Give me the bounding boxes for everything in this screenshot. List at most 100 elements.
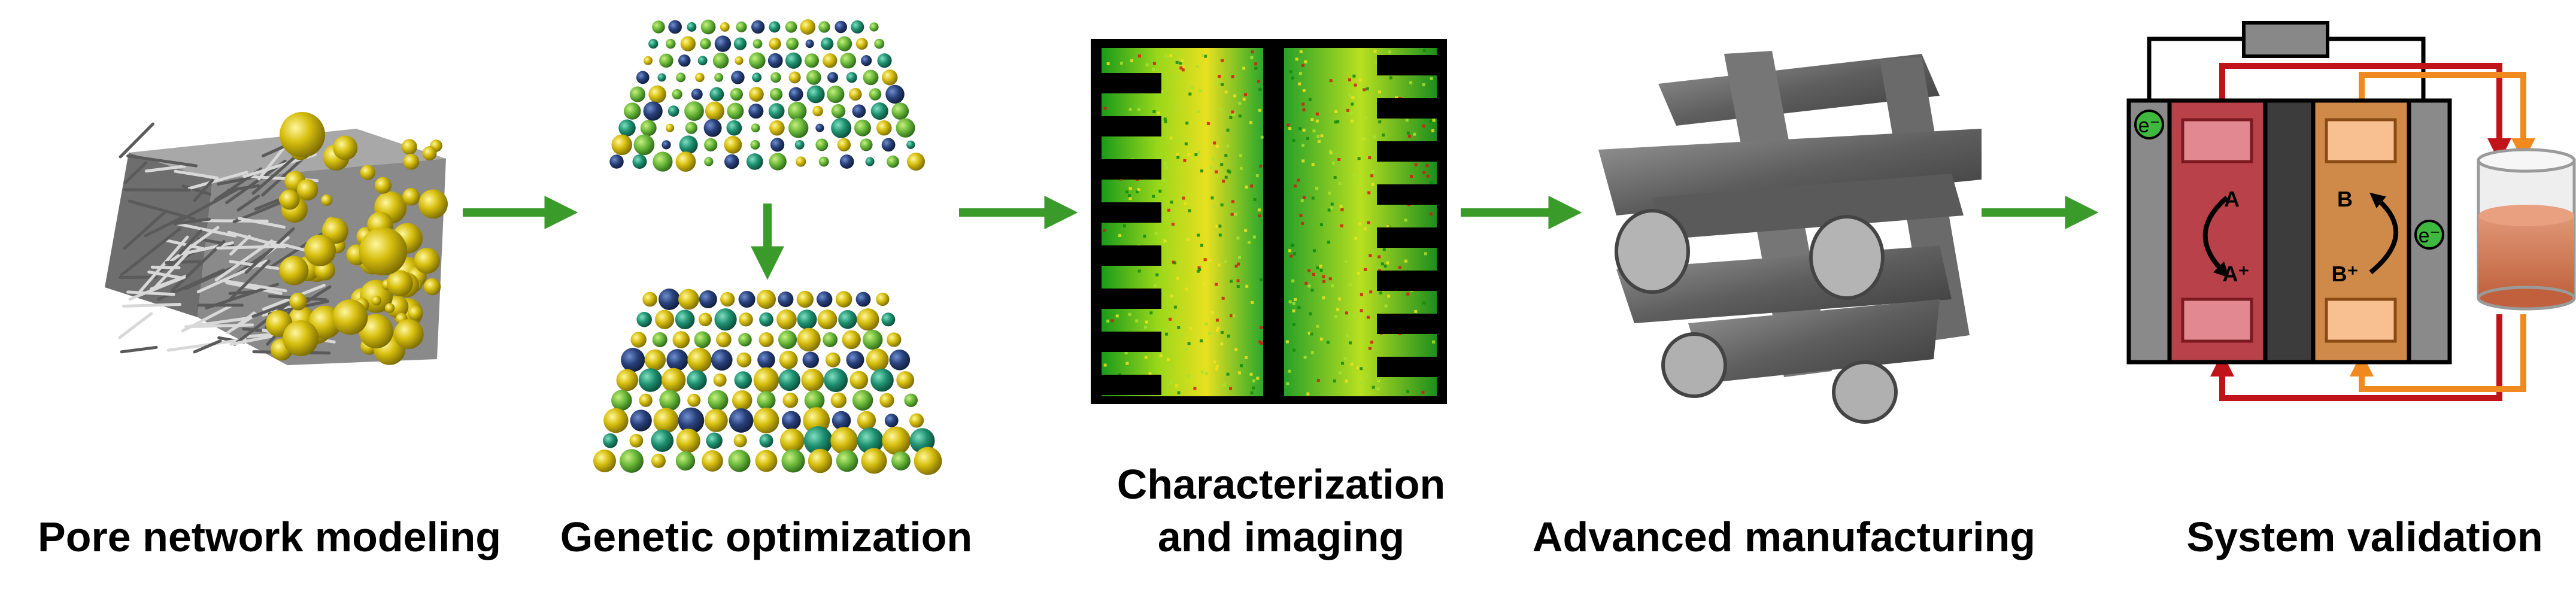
- lattice-sphere: [724, 154, 739, 169]
- heat-speck: [1410, 175, 1413, 178]
- lattice-sphere: [644, 101, 663, 120]
- heat-speck: [1120, 62, 1123, 65]
- heat-speck: [1179, 66, 1182, 69]
- heat-speck: [1204, 55, 1207, 58]
- heat-speck: [1169, 54, 1172, 57]
- heat-speck: [1200, 169, 1203, 172]
- lattice-sphere: [603, 408, 628, 433]
- heat-speck: [1176, 156, 1179, 159]
- heat-speck: [1369, 290, 1372, 293]
- heat-speck: [1307, 284, 1310, 287]
- heat-speck: [1334, 315, 1337, 318]
- heat-speck: [1291, 244, 1294, 247]
- heat-speck: [1188, 210, 1191, 212]
- heat-speck: [1341, 362, 1344, 365]
- heat-speck: [1407, 132, 1410, 135]
- lattice-sphere: [593, 450, 616, 472]
- label-pore-network-modeling: Pore network modeling: [24, 511, 515, 563]
- heat-speck: [1254, 62, 1257, 65]
- heat-speck: [1244, 93, 1247, 96]
- heat-speck: [1301, 159, 1304, 162]
- lattice-sphere: [668, 20, 682, 34]
- heat-speck: [1157, 111, 1160, 114]
- heat-speck: [1422, 302, 1425, 305]
- heat-speck: [1331, 203, 1334, 206]
- heat-speck: [1179, 334, 1182, 337]
- heat-speck: [1225, 90, 1228, 93]
- lattice-sphere: [896, 119, 915, 138]
- pore-sphere: [304, 235, 336, 266]
- lattice-sphere: [652, 20, 665, 33]
- heat-speck: [1316, 135, 1319, 138]
- heat-speck: [1297, 306, 1300, 309]
- lattice-sphere: [720, 292, 735, 306]
- lattice-sphere: [842, 330, 861, 349]
- heat-speck: [1301, 144, 1304, 147]
- heat-speck: [1304, 356, 1307, 359]
- heat-speck: [1236, 236, 1239, 239]
- lattice-sphere: [836, 450, 858, 472]
- lattice-sphere: [904, 393, 918, 407]
- channel-right: [1377, 314, 1447, 334]
- heat-speck: [1104, 107, 1107, 110]
- heat-speck: [1294, 184, 1297, 187]
- heat-speck: [1370, 174, 1373, 177]
- lattice-sphere: [882, 69, 897, 85]
- heat-speck: [1182, 197, 1185, 200]
- lattice-sphere: [753, 39, 763, 48]
- pore-sphere: [371, 296, 381, 306]
- lattice-sphere: [769, 21, 780, 32]
- heat-speck: [1218, 224, 1221, 227]
- channel-right: [1377, 227, 1447, 248]
- heat-speck: [1292, 323, 1295, 326]
- heat-speck: [1231, 75, 1234, 78]
- heat-speck: [1354, 84, 1357, 87]
- heat-speck: [1424, 252, 1427, 255]
- lattice-sphere: [708, 390, 728, 411]
- lattice-sphere: [866, 157, 875, 166]
- pore-sphere: [414, 248, 440, 274]
- heat-speck: [1145, 356, 1148, 359]
- heat-speck: [1251, 391, 1254, 394]
- heat-speck: [1357, 366, 1360, 369]
- pore-sphere: [418, 189, 448, 218]
- heat-speck: [1118, 234, 1121, 237]
- heat-speck: [1289, 300, 1292, 303]
- heat-speck: [1254, 198, 1257, 201]
- pore-sphere: [321, 195, 332, 206]
- heat-speck: [1339, 182, 1342, 185]
- heat-speck: [1304, 60, 1307, 63]
- lattice-sphere: [817, 292, 832, 307]
- heat-speck: [1288, 249, 1291, 252]
- heat-speck: [1240, 364, 1243, 367]
- heat-speck: [1187, 375, 1190, 378]
- heat-speck: [1187, 238, 1190, 241]
- pore-sphere: [402, 139, 417, 154]
- heat-speck: [1146, 63, 1149, 66]
- lattice-sphere: [733, 434, 747, 447]
- lattice-sphere: [666, 124, 674, 132]
- lattice-sphere: [632, 154, 647, 169]
- heat-speck: [1233, 314, 1236, 317]
- fiber: [124, 305, 180, 306]
- lattice-sphere: [896, 371, 914, 389]
- heat-speck: [1167, 358, 1170, 361]
- lattice-sphere: [808, 449, 832, 473]
- heat-speck: [1311, 351, 1314, 354]
- heat-speck: [1317, 379, 1320, 382]
- heat-speck: [1221, 83, 1224, 86]
- heat-speck: [1319, 269, 1322, 272]
- lattice-sphere: [729, 408, 754, 433]
- heat-speck: [1216, 318, 1219, 321]
- species-b: B: [2337, 187, 2353, 211]
- lattice-sphere: [827, 86, 844, 103]
- heat-speck: [1360, 367, 1363, 370]
- lattice-sphere: [830, 427, 858, 454]
- lattice-sphere: [735, 56, 743, 65]
- heat-speck: [1249, 373, 1252, 376]
- heat-speck: [1239, 114, 1242, 117]
- heat-speck: [1261, 136, 1264, 139]
- lattice-sphere: [769, 120, 785, 136]
- heat-speck: [1422, 171, 1425, 174]
- heat-speck: [1185, 142, 1188, 145]
